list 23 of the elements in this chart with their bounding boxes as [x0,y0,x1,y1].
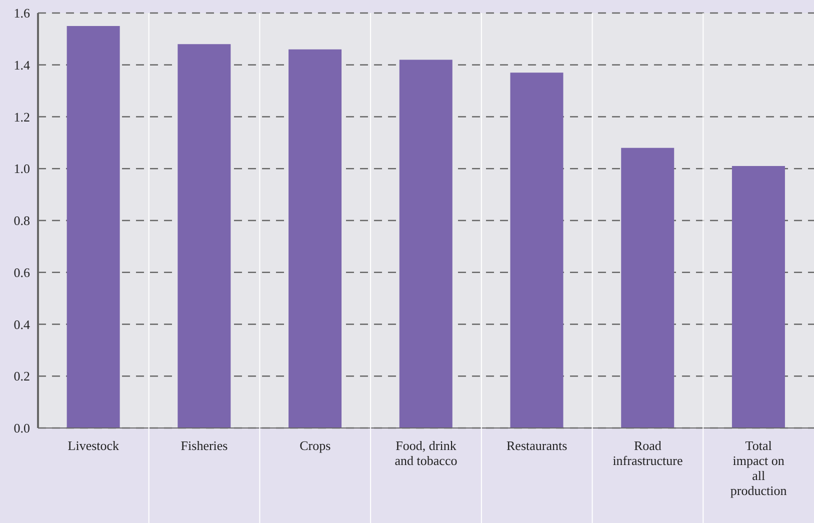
bar [66,26,120,428]
y-tick-label: 0.6 [14,264,30,280]
bar [178,44,231,428]
bar [621,148,674,428]
y-tick-label: 1.6 [14,6,30,21]
bar [732,166,785,428]
x-tick-label: Crops [300,438,331,453]
x-tick-label: Restaurants [506,438,568,453]
bar [510,72,564,428]
y-tick-label: 1.0 [14,161,30,176]
y-tick-label: 0.8 [14,213,30,228]
y-tick-label: 1.4 [14,57,30,72]
y-tick-label: 0.2 [14,368,30,384]
bar [288,49,342,428]
x-tick-label: Fisheries [180,438,228,453]
x-tick-label: Livestock [68,438,120,453]
x-tick-label: Total impact on all production [730,438,788,498]
x-tick-label: Food, drink and tobacco [394,438,458,468]
y-tick-label: 1.2 [14,109,30,124]
y-tick-label: 0.0 [14,420,30,436]
y-tick-label: 0.4 [14,316,30,332]
x-tick-label: Road infrastructure [612,438,683,468]
bar [399,60,452,428]
